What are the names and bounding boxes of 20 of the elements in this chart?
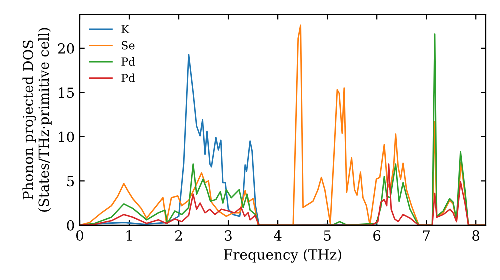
y-tick-label: 15 [59, 88, 74, 98]
legend-label: Se [122, 41, 135, 50]
x-tick-label: 5 [324, 230, 331, 242]
x-tick-label: 4 [274, 230, 282, 241]
x-axis-title: Frequency (THz) [224, 249, 342, 263]
y-tick-label: 10 [59, 132, 74, 142]
x-tick-label: 0 [76, 230, 84, 242]
legend-label: K [122, 25, 130, 34]
y-tick-label: 0 [67, 220, 74, 231]
legend-label: Pd [122, 57, 136, 66]
y-axis-title: Phonon projected DOS (States/THz·primitive cell) [22, 28, 52, 212]
x-tick-label: 3 [225, 230, 232, 242]
x-tick-label: 8 [472, 230, 480, 242]
x-tick-label: 6 [374, 230, 381, 242]
x-tick-label: 7 [423, 230, 430, 241]
y-tick-label: 20 [58, 43, 74, 54]
y-tick-label: 5 [67, 176, 74, 187]
legend-label: Pd [122, 74, 136, 82]
x-tick-label: 1 [126, 230, 132, 241]
x-tick-label: 2 [176, 230, 182, 241]
